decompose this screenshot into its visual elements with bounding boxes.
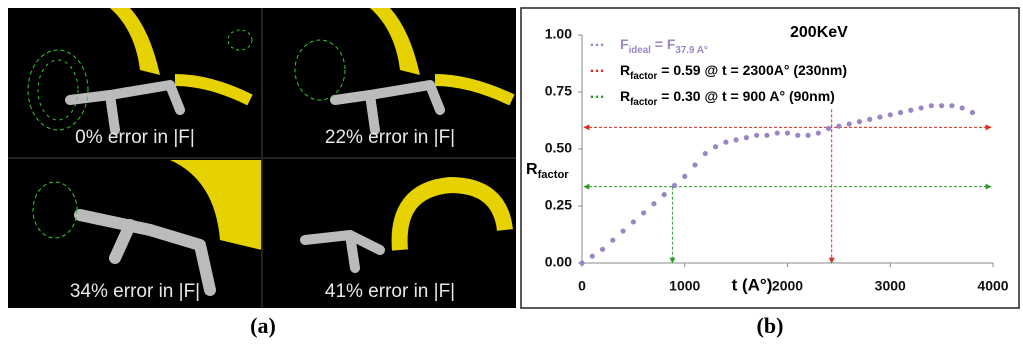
data-point [744, 135, 749, 140]
data-point [590, 254, 595, 259]
y-tick-label: 0.00 [545, 254, 572, 270]
data-point [877, 114, 882, 119]
legend-marker: … [589, 59, 605, 76]
text-part: = 0.30 @ t = 900 A° (90nm) [657, 88, 834, 104]
chart-title: 200KeV [790, 24, 848, 41]
data-point [970, 110, 975, 115]
data-point [723, 140, 728, 145]
legend-marker: … [589, 85, 605, 102]
legend-marker: … [589, 33, 605, 50]
caption: 34% error in |F| [70, 281, 200, 302]
y-tick-label: 0.75 [545, 83, 572, 99]
x-tick-label: 4000 [977, 278, 1008, 294]
data-point [805, 133, 810, 138]
data-point [621, 228, 626, 233]
data-point [826, 126, 831, 131]
data-point [631, 219, 636, 224]
caption: 0% error in |F| [75, 127, 195, 148]
x-tick-label: 1000 [669, 278, 700, 294]
y-tick-label: 0.50 [545, 140, 572, 156]
subscript: factor [538, 169, 570, 181]
data-point [713, 144, 718, 149]
subscript: factor [630, 71, 657, 82]
panel-label: (a) [250, 313, 276, 338]
data-point [785, 130, 790, 135]
data-point [898, 110, 903, 115]
data-point [682, 174, 687, 179]
data-point [734, 137, 739, 142]
data-point [847, 121, 852, 126]
caption: 22% error in |F| [325, 127, 455, 148]
subscript: ideal [629, 45, 652, 56]
data-point [641, 210, 646, 215]
y-tick-label: 1.00 [545, 26, 572, 42]
text-part: R [620, 88, 630, 104]
data-point [775, 130, 780, 135]
subscript: factor [630, 97, 657, 108]
data-point [703, 151, 708, 156]
x-axis-label: t (A°) [732, 275, 773, 294]
text-part: R [620, 62, 630, 78]
figure: 0% error in |F| 22% error in |F| 34% err… [0, 0, 1023, 343]
data-point [672, 183, 677, 188]
data-point [795, 133, 800, 138]
data-point [610, 238, 615, 243]
data-point [651, 201, 656, 206]
data-point [816, 130, 821, 135]
data-point [857, 119, 862, 124]
panel-label: (b) [757, 313, 784, 338]
data-point [918, 105, 923, 110]
text-part: = F [651, 36, 676, 52]
data-point [960, 105, 965, 110]
data-point [600, 247, 605, 252]
x-tick-label: 2000 [772, 278, 803, 294]
data-point [579, 260, 584, 265]
text-part: R [526, 161, 538, 178]
caption: 41% error in |F| [325, 281, 455, 302]
data-point [929, 103, 934, 108]
data-point [692, 162, 697, 167]
data-point [867, 117, 872, 122]
data-point [836, 124, 841, 129]
data-point [764, 133, 769, 138]
data-point [939, 103, 944, 108]
text-part: = 0.59 @ t = 2300A° (230nm) [657, 62, 847, 78]
panel-a: 0% error in |F| 22% error in |F| 34% err… [8, 8, 516, 308]
data-point [662, 192, 667, 197]
data-point [754, 133, 759, 138]
y-tick-label: 0.25 [545, 197, 572, 213]
data-point [908, 108, 913, 113]
x-tick-label: 3000 [875, 278, 906, 294]
data-point [888, 112, 893, 117]
subscript: 37.9 A° [675, 45, 708, 56]
data-point [949, 103, 954, 108]
x-tick-label: 0 [578, 278, 586, 294]
